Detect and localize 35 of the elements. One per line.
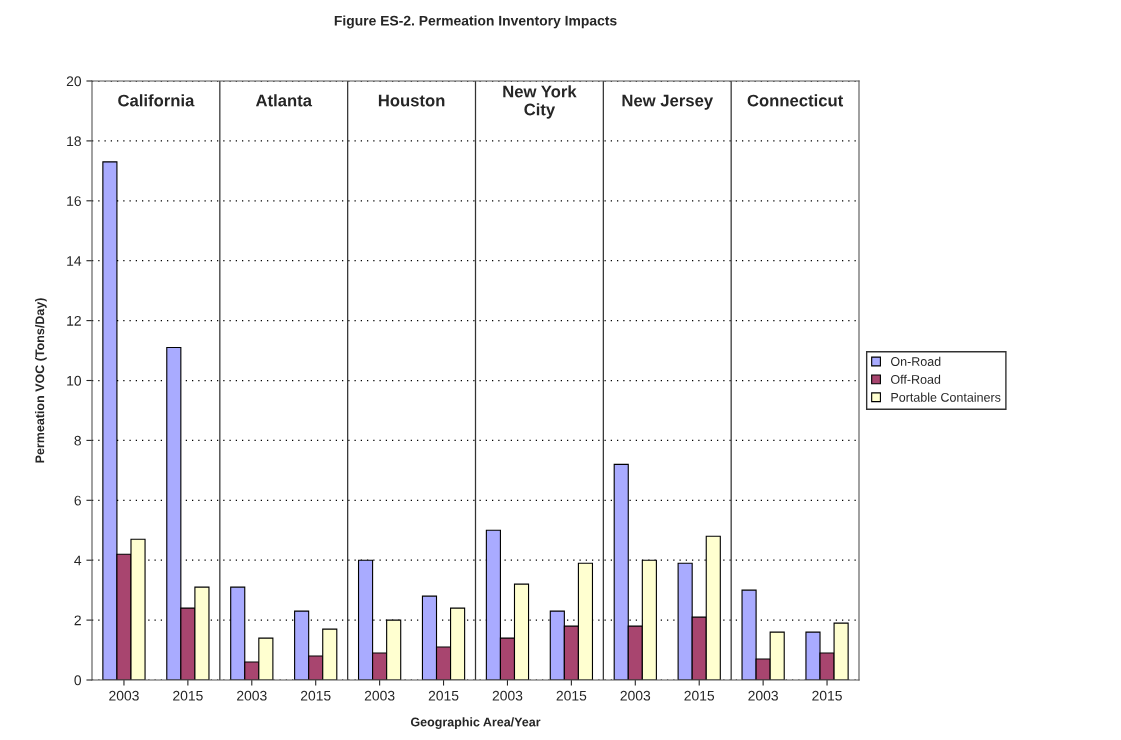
annotation: California [118,94,195,107]
y-tick-label: 14 [67,256,82,266]
x-tick-label: 2015 [428,690,459,701]
x-tick-label: 2015 [812,690,842,701]
x-tick-label: 2003 [364,690,395,701]
x-axis-title: Geographic Area/Year [410,717,541,729]
x-tick-label: 2015 [300,690,331,701]
annotation: Connecticut [747,94,844,107]
y-tick-label: 20 [66,76,82,87]
x-tick-label: 2003 [109,690,139,701]
legend-label: Off-Road [891,374,941,384]
y-tick-label: 0 [74,675,82,686]
y-tick-label: 2 [74,615,81,626]
x-tick-label: 2015 [556,690,587,701]
chart-title: Figure ES-2. Permeation Inventory Impacts [334,15,617,29]
legend-label: On-Road [891,356,941,366]
annotation: New York City [503,85,577,119]
x-tick-label: 2003 [748,690,778,701]
y-tick-label: 6 [74,495,81,506]
y-tick-label: 4 [74,555,82,566]
annotation: Houston [378,94,445,107]
x-tick-label: 2003 [492,690,523,701]
y-axis-title: Permeation VOC (Tons/Day) [35,298,47,463]
legend-label: Portable Containers [891,392,1001,402]
y-tick-label: 8 [74,435,81,446]
x-tick-label: 2003 [620,690,651,701]
y-tick-label: 16 [67,196,81,206]
x-tick-label: 2015 [173,690,203,701]
annotation: New Jersey [622,94,714,110]
y-tick-label: 12 [67,315,81,326]
y-tick-label: 18 [67,136,81,147]
y-tick-label: 10 [67,375,82,386]
x-tick-label: 2015 [684,690,715,701]
x-tick-label: 2003 [237,690,267,701]
annotation: Atlanta [255,94,313,107]
